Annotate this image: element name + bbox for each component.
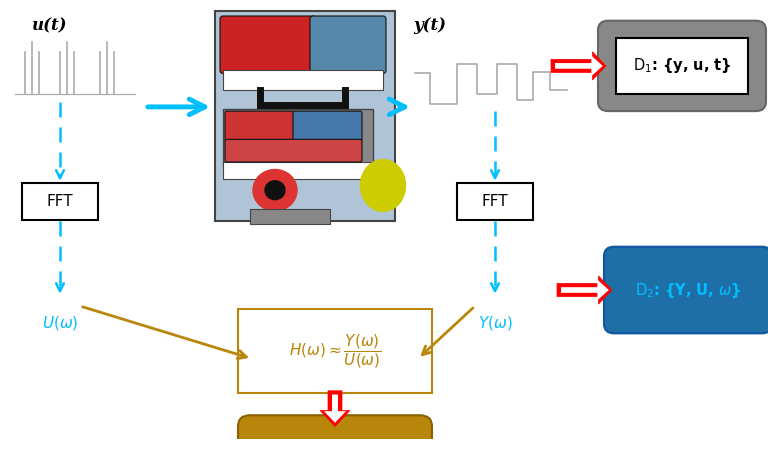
Text: u(t): u(t) xyxy=(32,17,68,34)
FancyBboxPatch shape xyxy=(220,16,316,74)
FancyBboxPatch shape xyxy=(223,162,373,179)
Text: FFT: FFT xyxy=(482,194,508,209)
FancyBboxPatch shape xyxy=(238,309,432,393)
FancyBboxPatch shape xyxy=(223,109,373,166)
Polygon shape xyxy=(320,391,350,426)
Polygon shape xyxy=(555,55,603,76)
FancyBboxPatch shape xyxy=(22,183,98,220)
Circle shape xyxy=(253,170,297,211)
FancyBboxPatch shape xyxy=(250,209,330,224)
FancyBboxPatch shape xyxy=(310,16,386,74)
Text: $\mathit{Y}(\omega)$: $\mathit{Y}(\omega)$ xyxy=(478,314,512,331)
FancyBboxPatch shape xyxy=(225,139,362,162)
FancyBboxPatch shape xyxy=(598,21,766,111)
Text: $\mathit{H}(\omega) \approx \dfrac{Y(\omega)}{U(\omega)}$: $\mathit{H}(\omega) \approx \dfrac{Y(\om… xyxy=(289,332,382,370)
FancyBboxPatch shape xyxy=(616,38,748,94)
FancyBboxPatch shape xyxy=(457,183,533,220)
Polygon shape xyxy=(561,280,609,301)
FancyBboxPatch shape xyxy=(238,415,432,466)
Polygon shape xyxy=(557,276,612,304)
Text: $\mathrm{D_2}$: {Y, U, $\omega$}: $\mathrm{D_2}$: {Y, U, $\omega$} xyxy=(635,281,741,300)
Text: $\mathrm{D_3}$: {H, $\omega$}: $\mathrm{D_3}$: {H, $\omega$} xyxy=(293,451,378,466)
Text: FFT: FFT xyxy=(47,194,73,209)
Polygon shape xyxy=(324,395,346,423)
Ellipse shape xyxy=(360,159,406,212)
Text: $\mathrm{D_1}$: {y, u, t}: $\mathrm{D_1}$: {y, u, t} xyxy=(633,56,731,75)
Polygon shape xyxy=(551,52,606,80)
FancyBboxPatch shape xyxy=(225,111,294,141)
FancyBboxPatch shape xyxy=(215,11,395,221)
Text: $\mathit{U}(\omega)$: $\mathit{U}(\omega)$ xyxy=(41,314,78,331)
Text: y(t): y(t) xyxy=(413,17,446,34)
FancyBboxPatch shape xyxy=(293,111,362,141)
FancyBboxPatch shape xyxy=(223,70,383,90)
Circle shape xyxy=(265,181,285,199)
FancyBboxPatch shape xyxy=(604,247,768,333)
